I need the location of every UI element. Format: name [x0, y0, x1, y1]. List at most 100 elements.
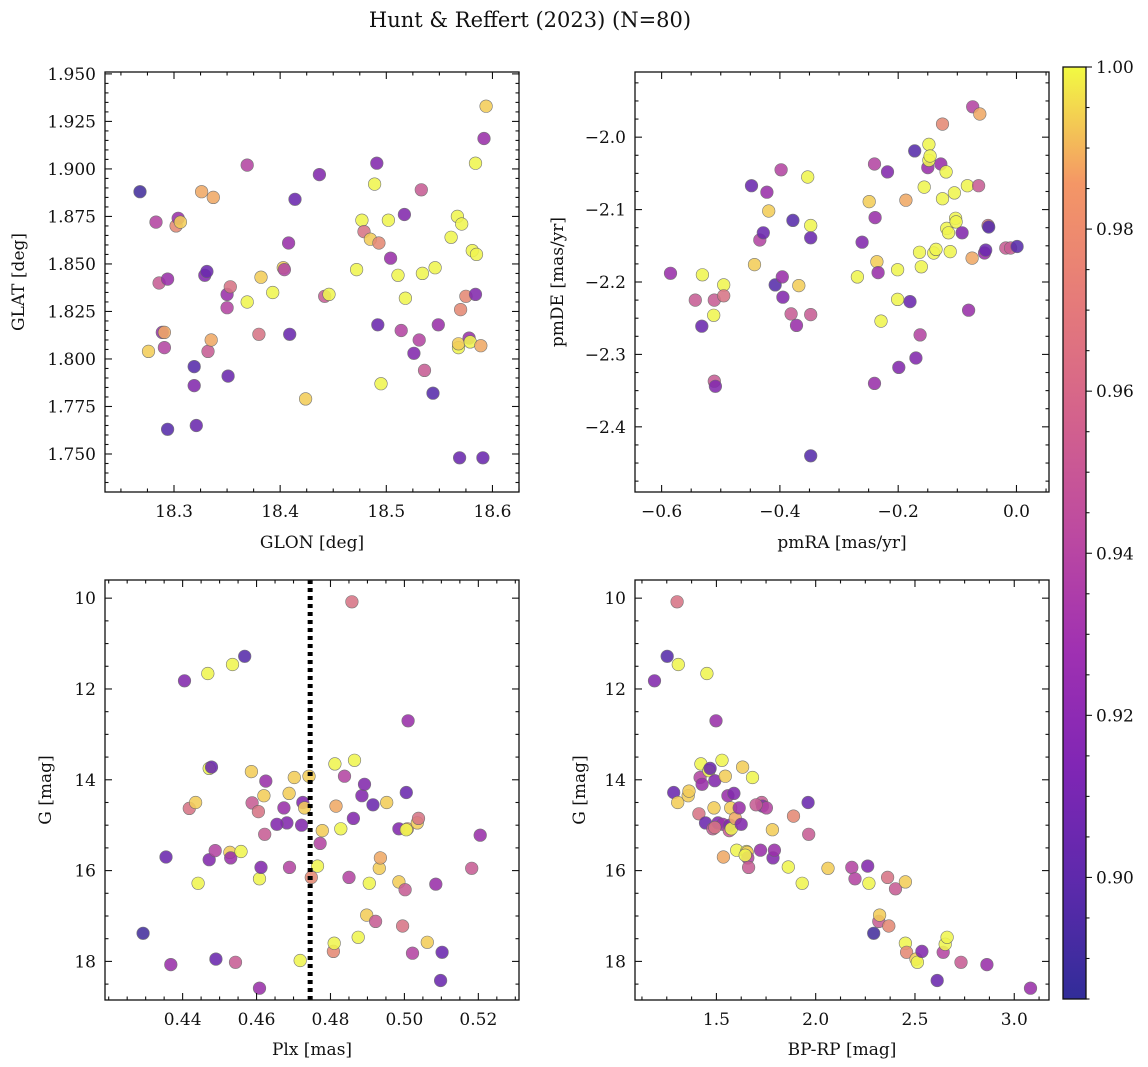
data-point — [760, 185, 774, 199]
data-point — [734, 817, 748, 831]
data-point — [240, 295, 254, 309]
data-point — [982, 220, 996, 234]
data-point — [414, 183, 428, 197]
data-point — [373, 851, 388, 865]
data-point — [407, 346, 421, 360]
data-point — [201, 344, 215, 359]
data-point — [420, 935, 434, 949]
data-point — [401, 714, 415, 728]
data-point — [149, 215, 163, 229]
data-point — [867, 376, 882, 391]
data-point — [224, 851, 238, 865]
data-point — [469, 247, 484, 261]
x-tick-label: 2.5 — [901, 1010, 928, 1030]
x-axis-label-glon: GLON [deg] — [260, 533, 364, 553]
data-point — [765, 823, 780, 837]
y-tick-label: 12 — [604, 680, 626, 700]
panel-bprp-g: BP-RP [mag] G [mag] 1.5 2.0 2.5 3.0 10 12 14 16… — [570, 579, 1050, 1060]
data-point — [315, 823, 329, 838]
x-tick-label: 18.5 — [367, 502, 405, 522]
y-tick-label: 12 — [74, 680, 96, 700]
data-points — [663, 100, 1024, 463]
data-point — [468, 156, 483, 170]
data-point — [397, 207, 412, 222]
data-point — [935, 117, 950, 131]
data-point — [716, 850, 731, 864]
data-point — [355, 213, 369, 227]
data-point — [189, 795, 203, 810]
data-point — [384, 251, 398, 265]
data-point — [670, 595, 684, 609]
data-point — [707, 308, 721, 322]
data-point — [277, 801, 291, 815]
colorbar-tick-label: 0.92 — [1096, 706, 1134, 726]
data-point — [347, 753, 362, 767]
data-point — [435, 945, 449, 959]
data-point — [350, 263, 364, 277]
axes-frame — [634, 579, 1050, 1001]
data-point — [923, 149, 937, 163]
y-tick-label: −2.0 — [585, 128, 626, 148]
data-point — [357, 777, 372, 791]
data-point — [703, 761, 717, 776]
data-point — [802, 827, 816, 841]
data-point — [647, 674, 662, 688]
data-point — [915, 944, 929, 959]
data-point — [912, 245, 927, 259]
data-point — [930, 973, 944, 988]
data-point — [228, 955, 243, 969]
data-point — [940, 930, 954, 944]
data-point — [801, 795, 815, 810]
y-axis-label-pmde: pmDE [mas/yr] — [548, 217, 568, 347]
data-point — [240, 158, 254, 172]
data-point — [899, 193, 913, 207]
data-point — [747, 258, 762, 272]
data-point — [941, 226, 956, 240]
data-point — [868, 211, 882, 225]
data-point — [913, 328, 927, 342]
data-point — [718, 769, 732, 783]
data-point — [821, 861, 835, 875]
data-point — [947, 186, 962, 200]
data-point — [369, 914, 383, 929]
data-point — [238, 649, 252, 663]
y-tick-label: 16 — [604, 862, 626, 882]
data-point — [465, 861, 479, 875]
x-tick-label: 18.3 — [155, 502, 193, 522]
data-point — [191, 876, 205, 890]
data-point — [159, 850, 173, 864]
y-tick-label: 14 — [74, 771, 96, 791]
data-point — [738, 848, 752, 862]
data-point — [195, 185, 209, 199]
colorbar-tick-label: 0.90 — [1096, 868, 1134, 888]
data-point — [244, 764, 258, 779]
data-point — [429, 877, 443, 891]
colorbar-tick-label: 0.94 — [1096, 544, 1134, 564]
y-tick-label: 10 — [74, 589, 96, 609]
y-tick-label: 1.850 — [47, 255, 96, 275]
data-point — [299, 392, 313, 406]
data-point — [943, 245, 957, 259]
data-point — [310, 859, 325, 873]
data-point — [909, 351, 923, 365]
data-point — [161, 272, 175, 286]
data-point — [161, 422, 175, 436]
data-point — [351, 930, 365, 944]
colorbar-frame — [1062, 66, 1087, 1000]
data-point — [767, 843, 782, 857]
data-point — [391, 268, 405, 282]
data-point — [792, 279, 806, 293]
data-point — [394, 323, 408, 338]
data-point — [206, 190, 220, 204]
y-axis-label-g-left: G [mag] — [36, 755, 56, 824]
data-point — [660, 649, 674, 663]
data-point — [282, 236, 296, 250]
y-tick-label: 1.800 — [47, 350, 96, 370]
data-point — [157, 341, 171, 355]
data-point — [200, 264, 214, 279]
data-point — [444, 230, 458, 244]
x-axis-label-bprp: BP-RP [mag] — [788, 1040, 897, 1060]
data-point — [979, 243, 993, 257]
data-point — [372, 236, 386, 250]
y-tick-label: 1.750 — [47, 445, 96, 465]
